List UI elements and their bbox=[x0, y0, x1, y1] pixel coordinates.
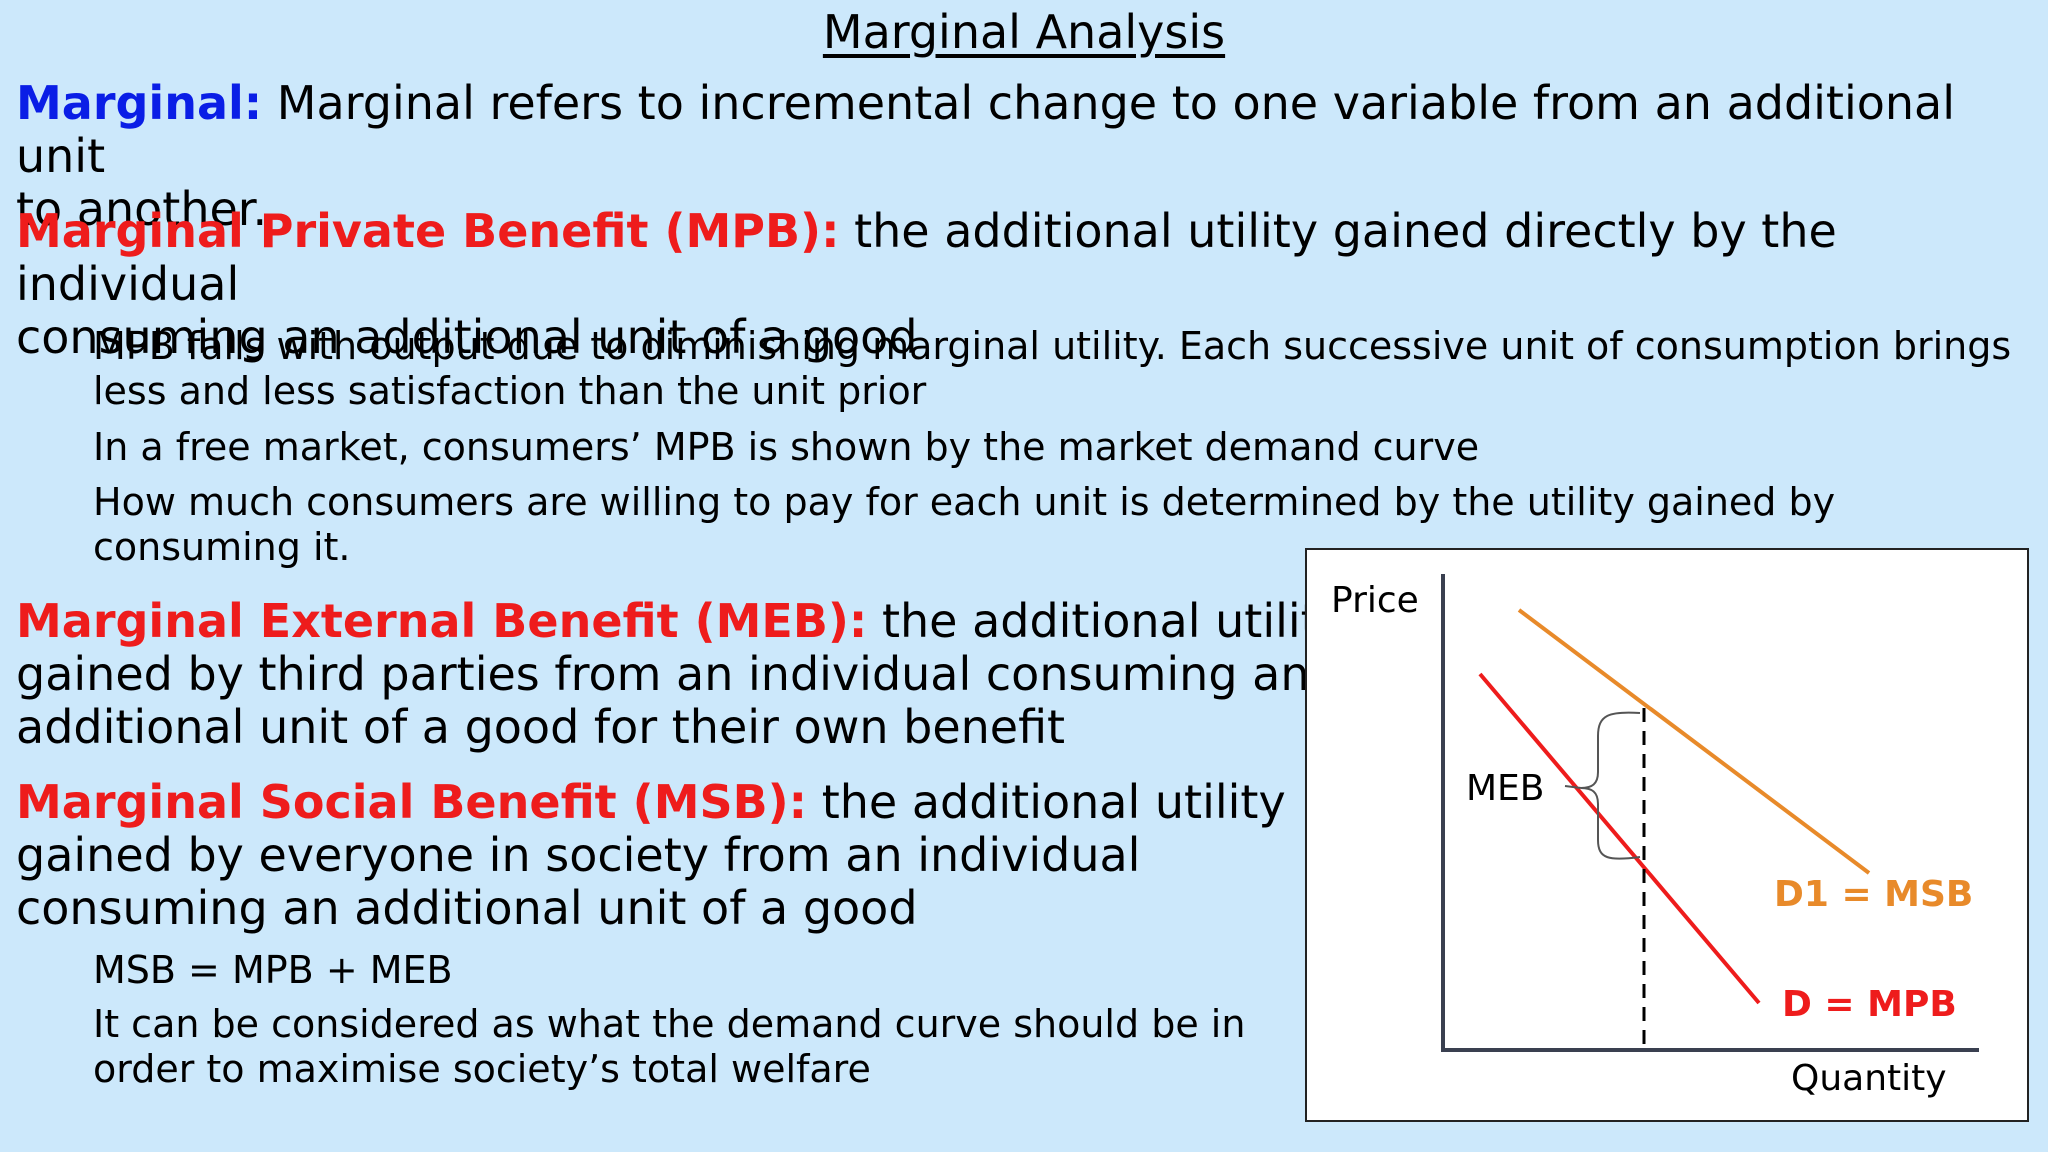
term-msb: Marginal Social Benefit (MSB): bbox=[16, 775, 808, 829]
msb-definition-cont2: consuming an additional unit of a good bbox=[16, 881, 918, 935]
section-msb: Marginal Social Benefit (MSB): the addit… bbox=[16, 776, 1286, 935]
meb-definition-cont: gained by third parties from an individu… bbox=[16, 647, 1310, 701]
meb-definition-cont2: additional unit of a good for their own … bbox=[16, 700, 1066, 754]
mpb-definition: the additional utility gained directly b… bbox=[16, 204, 1837, 311]
msb-point-2: It can be considered as what the demand … bbox=[93, 1002, 1246, 1091]
msb-definition-cont: gained by everyone in society from an in… bbox=[16, 828, 1141, 882]
y-axis-label: Price bbox=[1331, 580, 1419, 621]
meb-brace bbox=[1580, 711, 1641, 860]
meb-gap-label: MEB bbox=[1466, 768, 1545, 809]
mpb-definition-cont: consuming an additional unit of a good bbox=[16, 310, 918, 364]
mpb-curve-label: D = MPB bbox=[1782, 984, 1957, 1025]
section-marginal: Marginal: Marginal refers to incremental… bbox=[16, 77, 2048, 236]
term-meb: Marginal External Benefit (MEB): bbox=[16, 594, 868, 648]
mpb-point-3: How much consumers are willing to pay fo… bbox=[93, 480, 1836, 569]
externality-diagram: Price Quantity MEB D1 = MSB D = MPB bbox=[1305, 548, 2029, 1122]
msb-curve-label: D1 = MSB bbox=[1774, 874, 1973, 915]
section-mpb: Marginal Private Benefit (MPB): the addi… bbox=[16, 205, 2048, 364]
msb-curve bbox=[1517, 608, 1871, 875]
msb-definition: the additional utility bbox=[807, 775, 1286, 829]
meb-pointer bbox=[1564, 785, 1582, 789]
marginal-definition: Marginal refers to incremental change to… bbox=[16, 76, 1956, 183]
section-meb: Marginal External Benefit (MEB): the add… bbox=[16, 595, 1346, 754]
diagram-svg: Price Quantity MEB D1 = MSB D = MPB bbox=[1331, 574, 1979, 1099]
mpb-point-2: In a free market, consumers’ MPB is show… bbox=[93, 425, 1480, 469]
mpb-point-1: MPB falls with output due to diminishing… bbox=[93, 324, 2012, 413]
msb-point-1: MSB = MPB + MEB bbox=[93, 948, 453, 992]
mpb-curve bbox=[1478, 672, 1761, 1005]
term-marginal: Marginal: bbox=[16, 76, 263, 130]
marginal-definition-cont: to another. bbox=[16, 182, 268, 236]
term-mpb: Marginal Private Benefit (MPB): bbox=[16, 204, 840, 258]
meb-definition: the additional utility bbox=[867, 594, 1346, 648]
x-axis-label: Quantity bbox=[1791, 1058, 1947, 1099]
page-title: Marginal Analysis bbox=[822, 5, 1226, 59]
